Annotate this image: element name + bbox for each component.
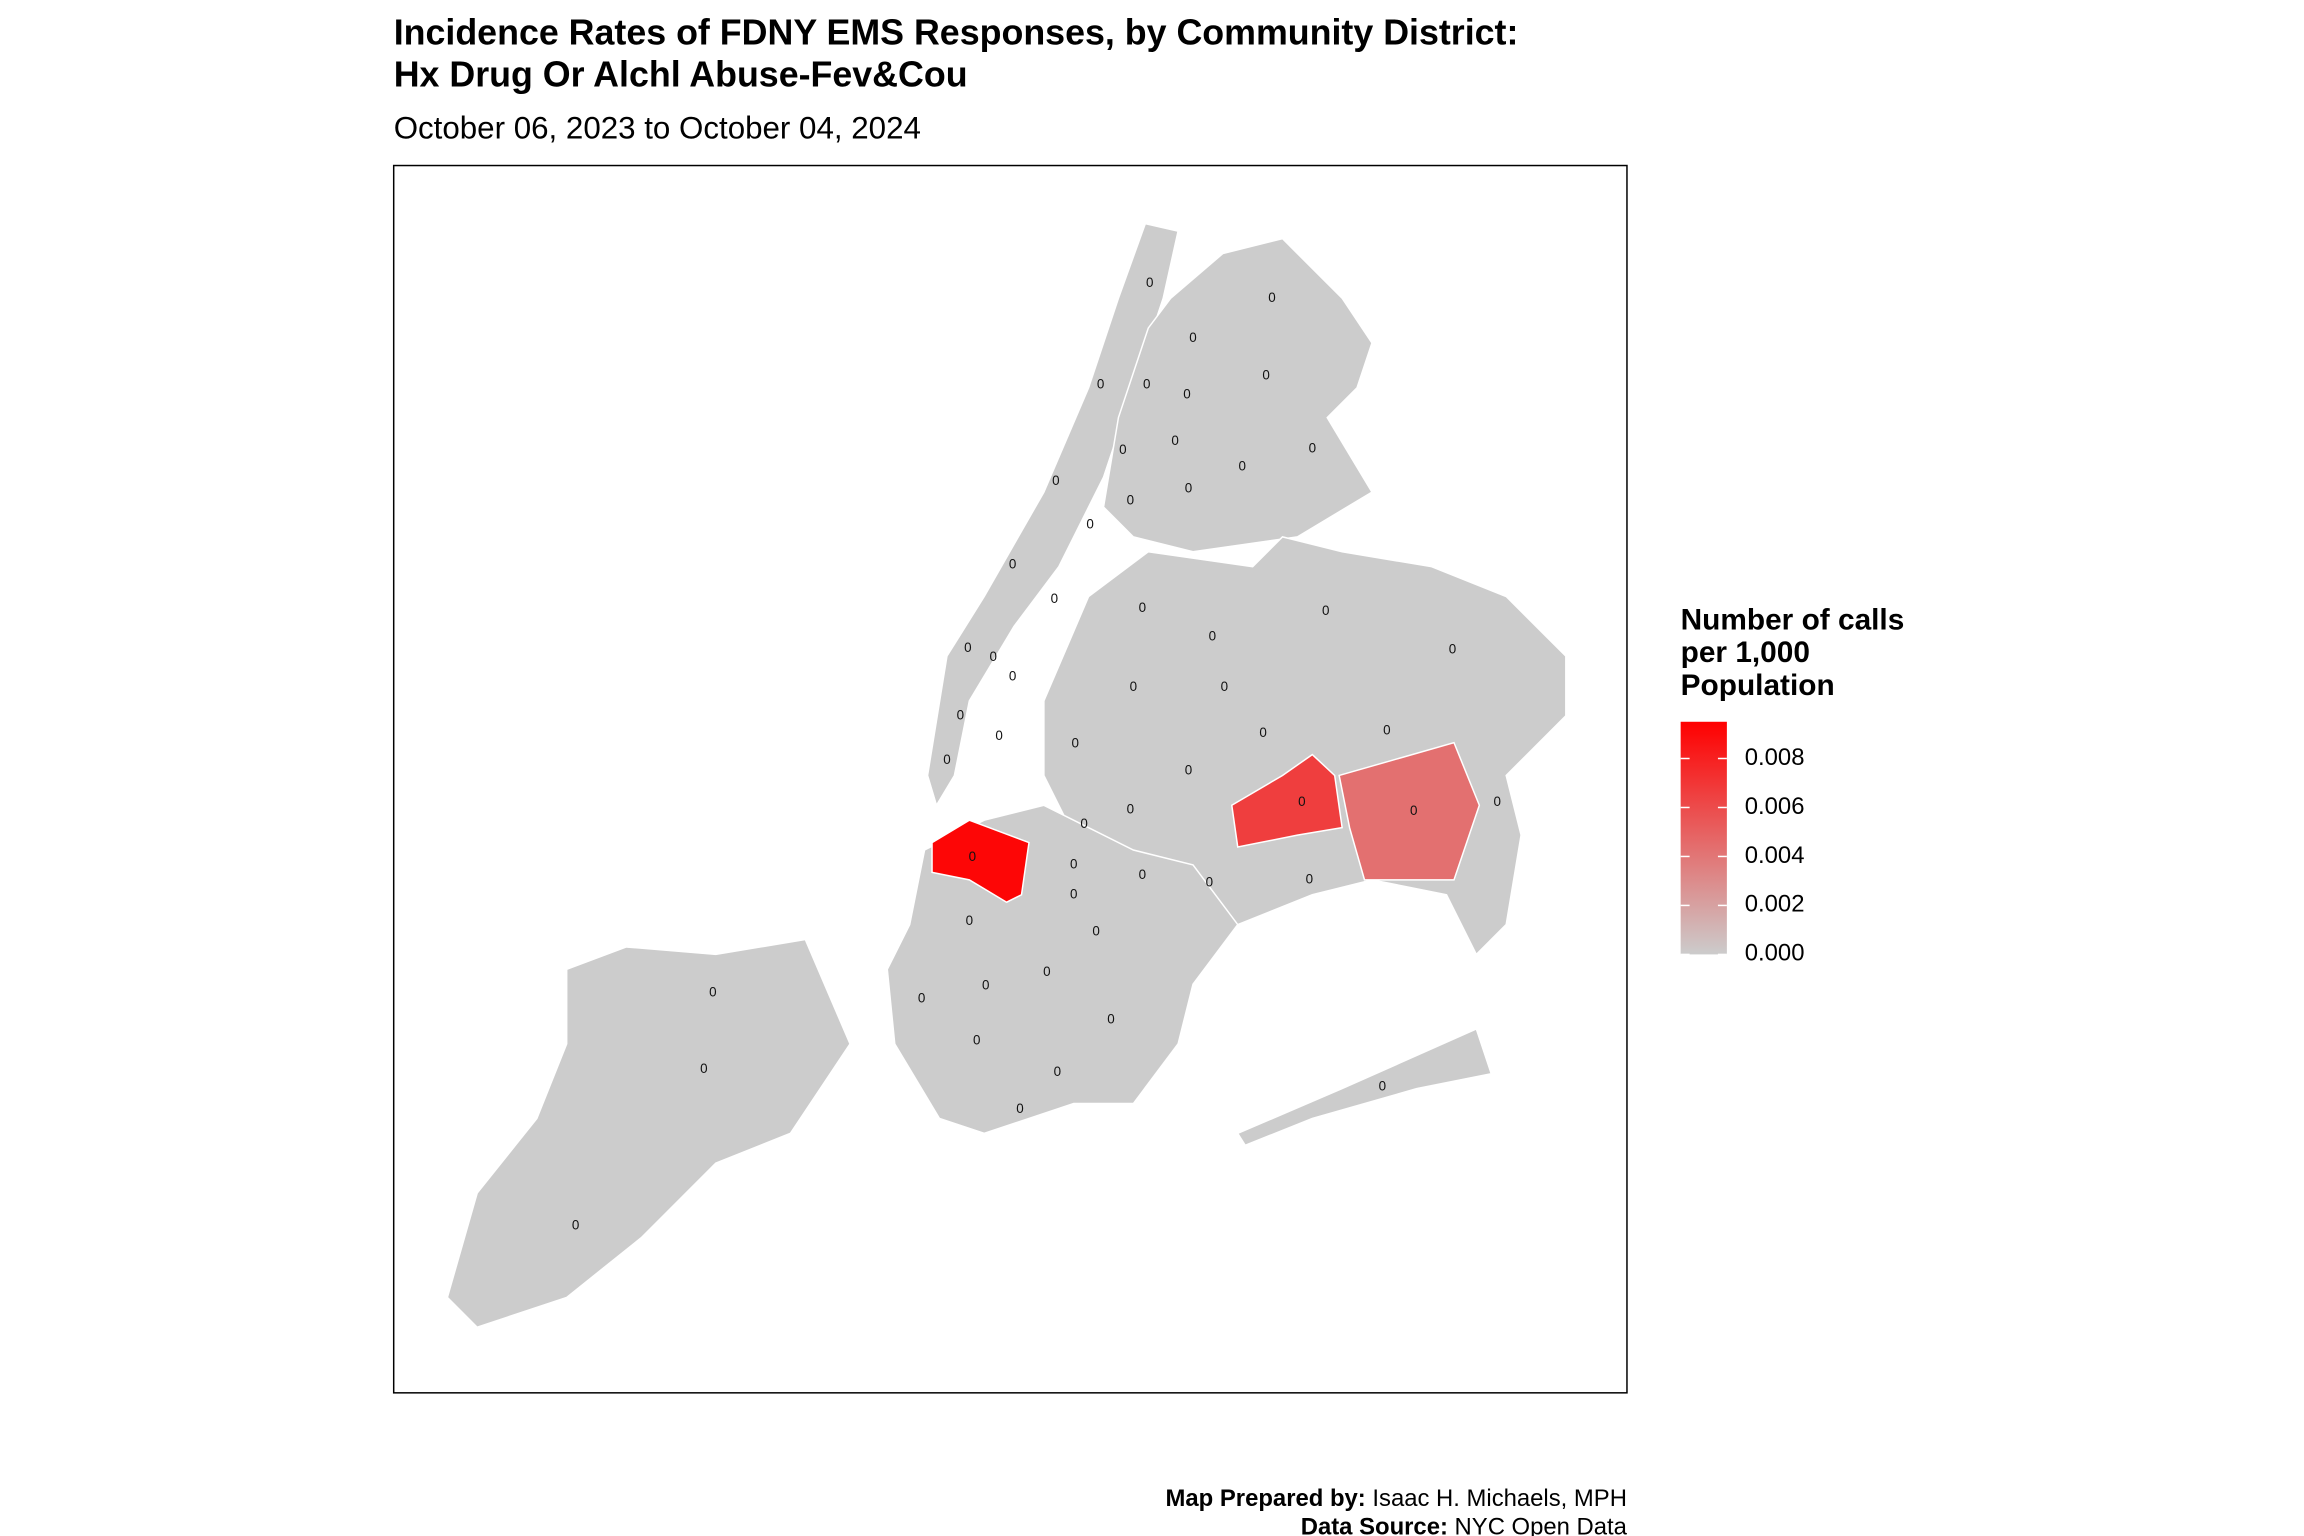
district-label: 0 bbox=[989, 649, 996, 664]
district-label: 0 bbox=[982, 977, 989, 992]
district bbox=[1230, 753, 1343, 848]
district-label: 0 bbox=[1189, 330, 1196, 345]
district-label: 0 bbox=[1127, 493, 1134, 508]
district-label: 0 bbox=[1107, 1012, 1114, 1027]
district-label: 0 bbox=[1262, 367, 1269, 382]
staten-island bbox=[446, 938, 851, 1329]
district-label: 0 bbox=[966, 913, 973, 928]
district-label: 0 bbox=[1209, 628, 1216, 643]
caption-label: Map Prepared by: bbox=[1166, 1485, 1366, 1512]
legend-tick-label: 0.006 bbox=[1745, 793, 1805, 820]
legend-tick-label: 0.002 bbox=[1745, 891, 1805, 918]
district-label: 0 bbox=[973, 1032, 980, 1047]
districts: 0 0 0 0 0 0 0 0 0 0 0 0 0 0 0 0 0 0 0 0 0 0 0 0 0 0 0 0 0 0 0 0 0 0 0 0 0 0 0 0… bbox=[572, 275, 1501, 1232]
district-label: 0 bbox=[1185, 481, 1192, 496]
district-label: 0 bbox=[1410, 803, 1417, 818]
legend-ticks: 0.000 0.002 0.004 0.006 0.008 bbox=[1680, 744, 1805, 967]
district-label: 0 bbox=[1493, 794, 1500, 809]
district-label: 0 bbox=[1379, 1079, 1386, 1094]
district-label: 0 bbox=[1009, 557, 1016, 572]
district-label: 0 bbox=[1185, 763, 1192, 778]
legend-title: per 1,000 bbox=[1681, 636, 1810, 669]
legend: Number of calls per 1,000 Population 0.0… bbox=[1680, 603, 1905, 967]
district-label: 0 bbox=[1119, 442, 1126, 457]
district-label: 0 bbox=[1071, 736, 1078, 751]
district-label: 0 bbox=[1070, 886, 1077, 901]
legend-tick-label: 0.004 bbox=[1745, 842, 1805, 869]
district-label: 0 bbox=[1309, 440, 1316, 455]
legend-tick-label: 0.000 bbox=[1745, 940, 1805, 967]
brooklyn bbox=[886, 804, 1239, 1135]
district-label: 0 bbox=[957, 707, 964, 722]
district-label: 0 bbox=[1139, 600, 1146, 615]
district bbox=[1338, 741, 1481, 881]
district-label: 0 bbox=[1054, 1064, 1061, 1079]
district-label: 0 bbox=[918, 991, 925, 1006]
district-label: 0 bbox=[1306, 871, 1313, 886]
caption-text: NYC Open Data bbox=[1448, 1514, 1628, 1536]
district-label: 0 bbox=[1043, 964, 1050, 979]
district-label: 0 bbox=[700, 1061, 707, 1076]
district-label: 0 bbox=[1171, 433, 1178, 448]
district-label: 0 bbox=[969, 849, 976, 864]
district-label: 0 bbox=[1221, 679, 1228, 694]
district-label: 0 bbox=[1139, 867, 1146, 882]
caption-text: Isaac H. Michaels, MPH bbox=[1366, 1485, 1627, 1512]
colorbar bbox=[1680, 721, 1727, 955]
title: Incidence Rates of FDNY EMS Responses, b… bbox=[394, 13, 1519, 53]
district-label: 0 bbox=[1183, 387, 1190, 402]
district-label: 0 bbox=[1322, 603, 1329, 618]
district-label: 0 bbox=[1449, 642, 1456, 657]
district-label: 0 bbox=[1130, 679, 1137, 694]
district-label: 0 bbox=[1383, 722, 1390, 737]
district-label: 0 bbox=[572, 1217, 579, 1232]
district-label: 0 bbox=[1206, 874, 1213, 889]
district-label: 0 bbox=[1070, 856, 1077, 871]
district-label: 0 bbox=[1051, 591, 1058, 606]
district-label: 0 bbox=[1097, 376, 1104, 391]
district-label: 0 bbox=[1086, 516, 1093, 531]
district-label: 0 bbox=[943, 752, 950, 767]
district-label: 0 bbox=[1146, 275, 1153, 290]
legend-tick-label: 0.008 bbox=[1745, 744, 1805, 771]
district-label: 0 bbox=[1143, 376, 1150, 391]
district-label: 0 bbox=[709, 985, 716, 1000]
district-label: 0 bbox=[1259, 725, 1266, 740]
caption-label: Data Source: bbox=[1301, 1514, 1448, 1536]
district-label: 0 bbox=[1127, 801, 1134, 816]
district-label: 0 bbox=[1092, 924, 1099, 939]
district bbox=[931, 819, 1030, 904]
legend-title: Population bbox=[1681, 669, 1835, 702]
district-label: 0 bbox=[1052, 473, 1059, 488]
district-label: 0 bbox=[1238, 458, 1245, 473]
district-label: 0 bbox=[1080, 816, 1087, 831]
rockaway bbox=[1236, 1027, 1493, 1147]
title: Hx Drug Or Alchl Abuse-Fev&Cou bbox=[394, 54, 968, 94]
district-label: 0 bbox=[1268, 290, 1275, 305]
caption: Data Source: NYC Open Data bbox=[1301, 1514, 1628, 1536]
district-label: 0 bbox=[1016, 1101, 1023, 1116]
subtitle: October 06, 2023 to October 04, 2024 bbox=[394, 111, 921, 146]
caption: Map Prepared by: Isaac H. Michaels, MPH bbox=[1166, 1485, 1627, 1512]
legend-title: Number of calls bbox=[1681, 603, 1905, 636]
district-label: 0 bbox=[1009, 669, 1016, 684]
district-label: 0 bbox=[995, 728, 1002, 743]
district-label: 0 bbox=[1298, 794, 1305, 809]
district-label: 0 bbox=[964, 640, 971, 655]
bronx bbox=[1102, 237, 1373, 553]
